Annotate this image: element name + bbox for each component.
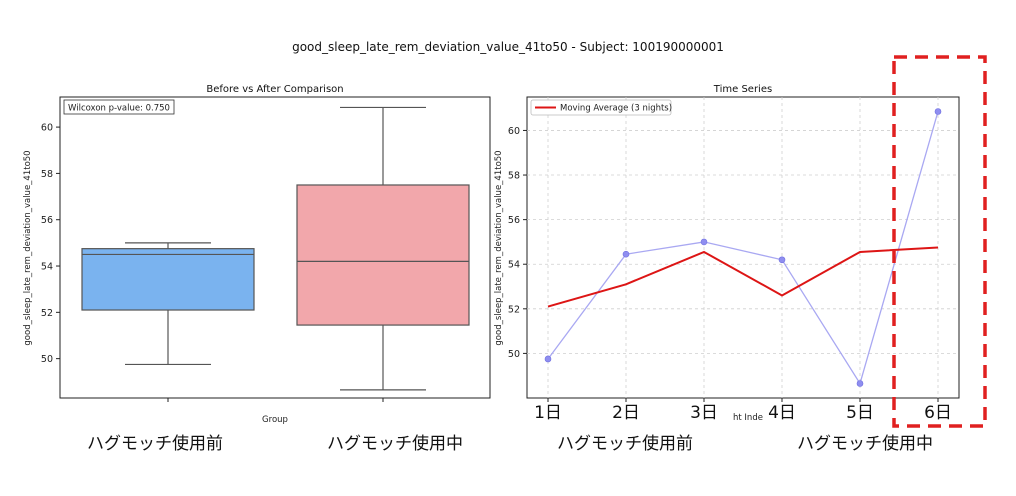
figure-title: good_sleep_late_rem_deviation_value_41to… — [292, 40, 724, 54]
timeseries-group-label: ハグモッチ使用中 — [797, 433, 933, 454]
timeseries-xtick-label: 2日 — [612, 403, 640, 423]
boxplot-panel: Before vs After Comparison Group good_sl… — [23, 84, 491, 425]
raw-value-point — [700, 238, 708, 246]
boxplot-ytick-label: 54 — [41, 262, 53, 273]
timeseries-panel: Time Series good_sleep_late_rem_deviatio… — [494, 55, 987, 428]
boxplot-title: Before vs After Comparison — [206, 84, 343, 95]
timeseries-ytick-label: 56 — [508, 215, 520, 226]
timeseries-xtick-label: 6日 — [924, 403, 952, 423]
boxplot-ytick-label: 56 — [41, 215, 53, 226]
boxplot-ytick-label: 52 — [41, 308, 53, 319]
timeseries-ytick-label: 54 — [508, 260, 520, 271]
timeseries-xtick-label: 5日 — [846, 403, 874, 423]
boxplot-ytick-label: 60 — [41, 123, 53, 134]
raw-value-point — [622, 250, 630, 258]
pvalue-annotation-box — [63, 99, 175, 115]
timeseries-title: Time Series — [713, 84, 772, 95]
raw-value-point — [544, 355, 552, 363]
boxplot-group-label: ハグモッチ使用中 — [327, 433, 463, 454]
raw-value-line — [547, 111, 939, 386]
timeseries-xtick-label: 1日 — [534, 403, 562, 423]
boxplot-ytick-label: 50 — [41, 354, 53, 365]
timeseries-xlabel-partial: ht Inde — [733, 413, 763, 423]
raw-value-point — [934, 108, 942, 115]
timeseries-xtick-label: 3日 — [690, 403, 718, 423]
timeseries-ytick-label: 60 — [508, 126, 520, 137]
boxplot-ylabel: good_sleep_late_rem_deviation_value_41to… — [23, 150, 33, 345]
moving-average-line — [547, 246, 939, 308]
timeseries-group-label: ハグモッチ使用前 — [557, 433, 693, 454]
timeseries-ytick-label: 50 — [508, 349, 520, 360]
timeseries-ytick-label: 58 — [508, 171, 520, 182]
raw-value-point — [778, 256, 786, 264]
raw-value-point — [856, 380, 864, 387]
pvalue-annotation-text: Wilcoxon p-value: 0.750 — [68, 104, 170, 114]
timeseries-legend: Moving Average (3 nights) — [530, 99, 672, 116]
highlight-dashed-box — [892, 55, 987, 428]
legend-label-moving-average: Moving Average (3 nights) — [560, 104, 672, 114]
timeseries-xtick-label: 4日 — [768, 403, 796, 423]
timeseries-ylabel: good_sleep_late_rem_deviation_value_41to… — [494, 150, 504, 345]
legend-box — [530, 99, 672, 116]
box-iqr — [296, 184, 470, 326]
boxplot-xlabel: Group — [262, 415, 288, 425]
boxplot-ytick-label: 58 — [41, 169, 53, 180]
box-iqr — [81, 248, 255, 311]
timeseries-plot-frame — [526, 96, 960, 399]
timeseries-ytick-label: 52 — [508, 304, 520, 315]
boxplot-group-label: ハグモッチ使用前 — [87, 433, 223, 454]
pvalue-annotation: Wilcoxon p-value: 0.750 — [63, 99, 175, 115]
